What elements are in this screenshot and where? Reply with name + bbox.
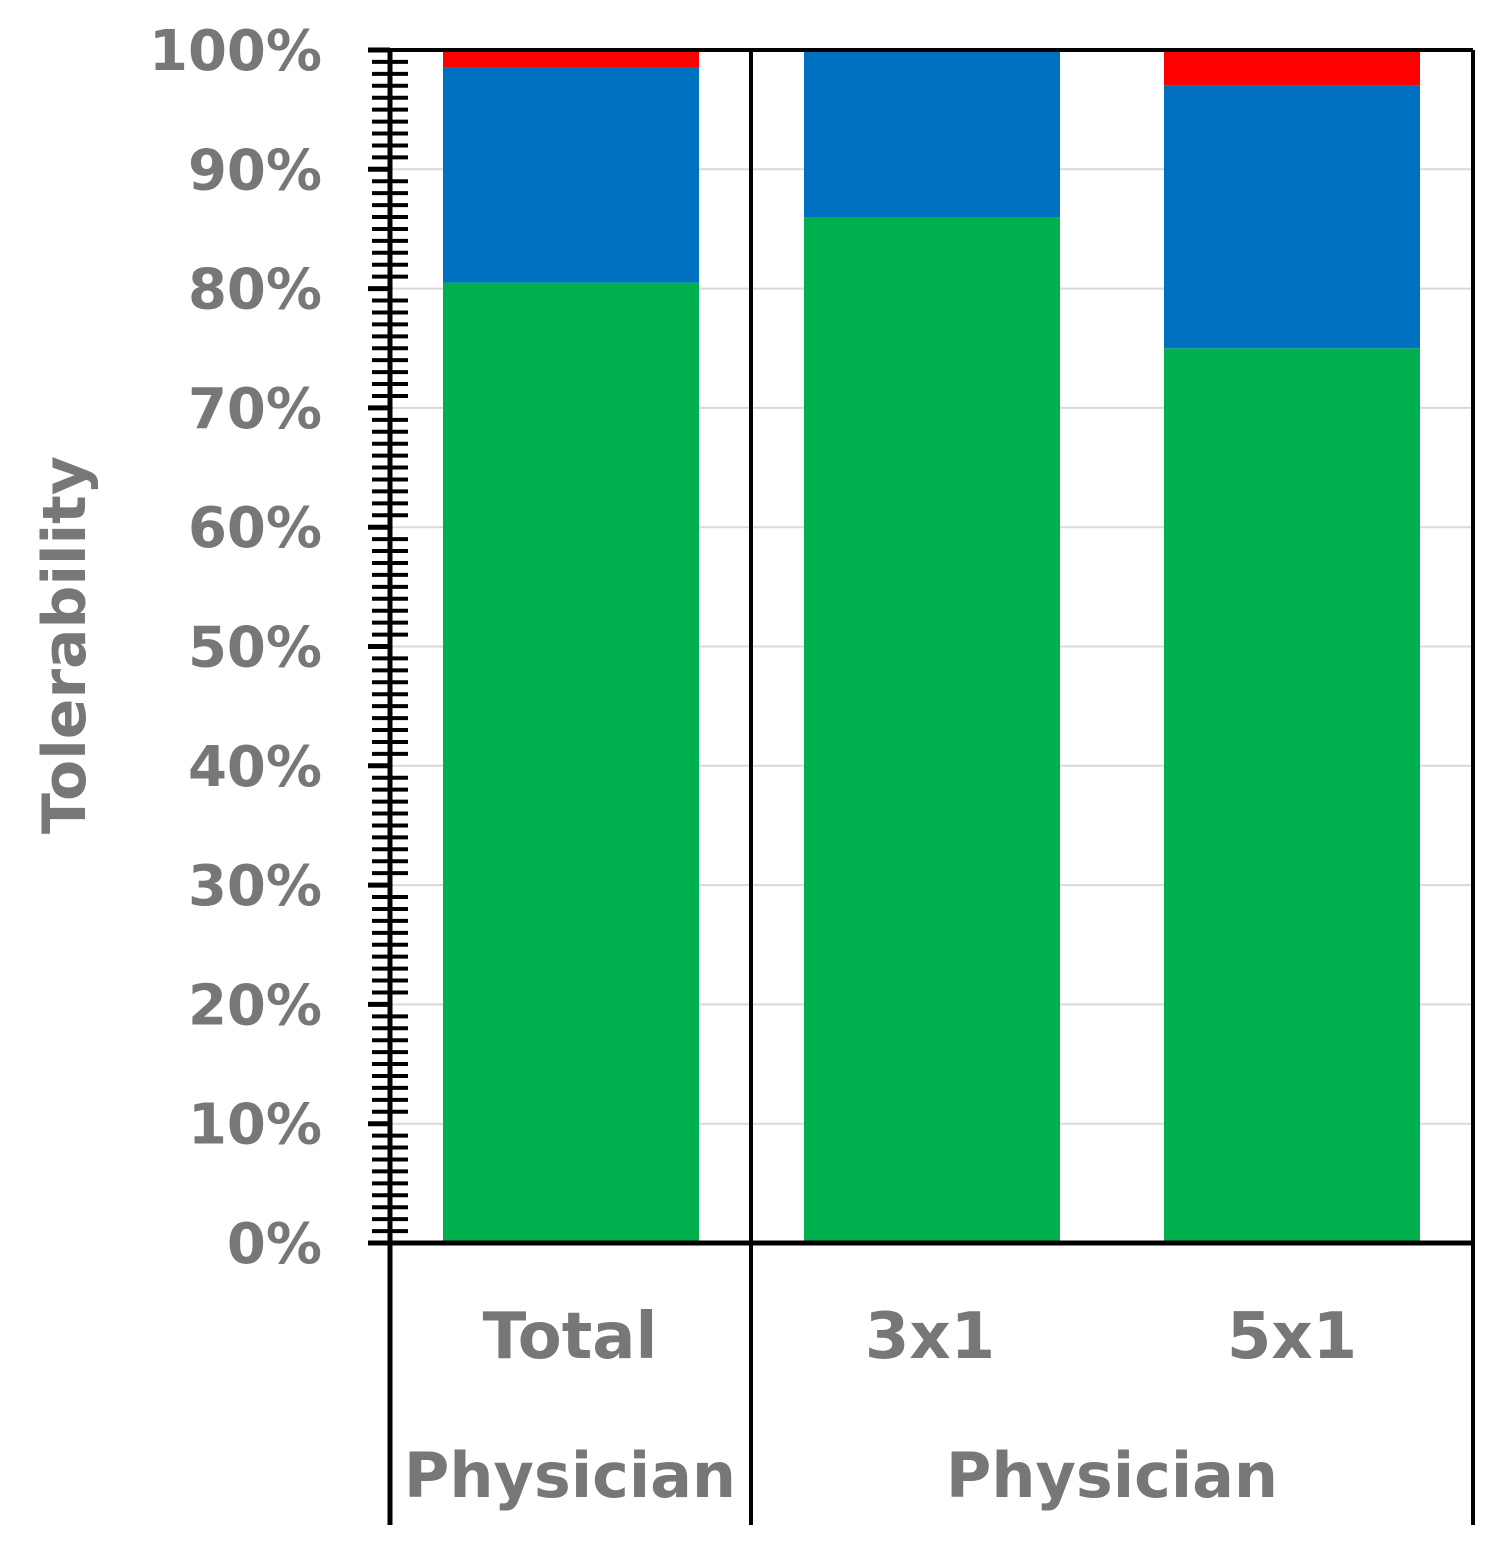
bar-segment [1164,50,1420,86]
axes [368,47,1475,1525]
bar-segment [804,217,1060,1243]
y-tick-label: 60% [188,496,322,561]
x-category-label: 3x1 [865,1300,995,1374]
x-group-label: Physician [946,1439,1278,1512]
y-tick-label: 90% [188,138,322,203]
x-group-label: Physician [404,1439,736,1512]
y-tick-label: 70% [188,377,322,442]
bar-segment [443,67,699,283]
y-tick-label: 80% [188,258,322,323]
bar-segment [1164,348,1420,1243]
bar-segment [1164,85,1420,349]
y-tick-label: 30% [188,854,322,919]
y-tick-label: 40% [188,735,322,800]
y-tick-label: 0% [227,1212,322,1277]
bars [443,50,1420,1243]
y-tick-labels: 0% 10% 20% 30% 40% 50% 60% 70% 80% 90% 100% [149,19,322,1277]
bar-segment [443,282,699,1243]
y-axis-title: Tolerability [30,456,100,834]
x-category-labels: Total 3x1 5x1 Physician Physician [404,1300,1357,1512]
x-category-label: 5x1 [1227,1300,1357,1374]
y-tick-label: 50% [188,616,322,681]
bar-segment [443,50,699,68]
y-tick-label: 20% [188,973,322,1038]
y-tick-label: 10% [188,1093,322,1158]
y-tick-label: 100% [149,19,322,84]
x-category-label: Total [483,1300,658,1374]
bar-segment [804,50,1060,218]
